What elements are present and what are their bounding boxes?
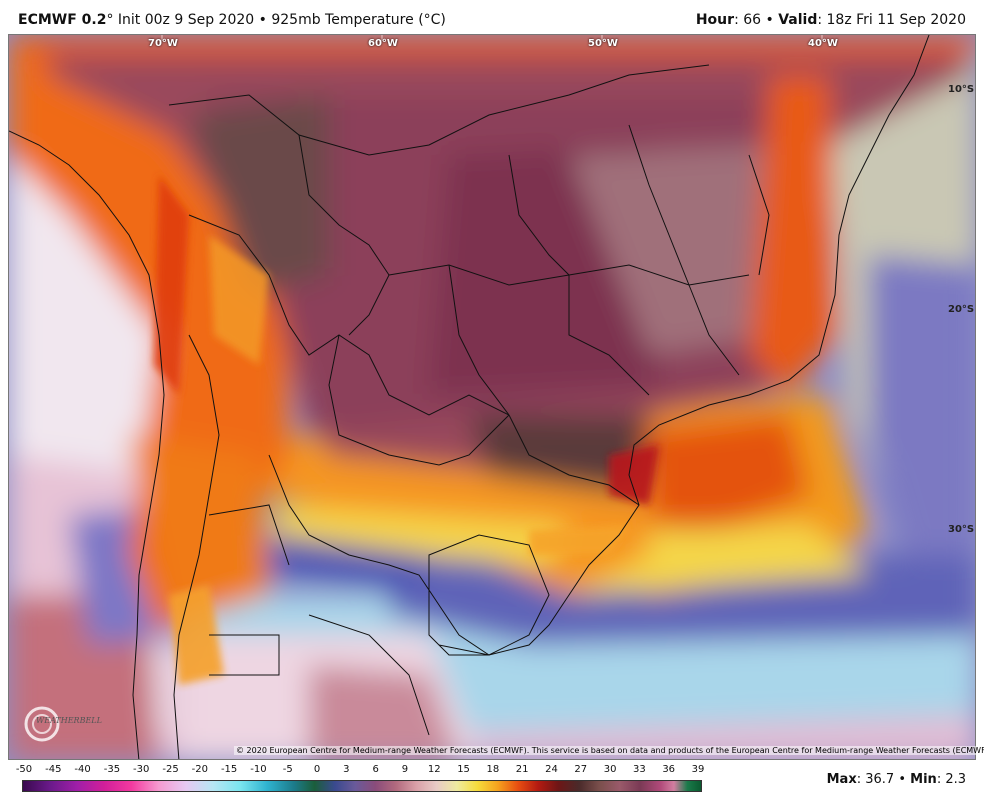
min-label: Min xyxy=(910,772,937,787)
map-title: ECMWF 0.2° Init 00z 9 Sep 2020 • 925mb T… xyxy=(18,12,446,28)
temperature-detail xyxy=(154,175,659,685)
lon-label-60w: 60°W xyxy=(368,38,398,49)
temperature-field xyxy=(9,35,975,759)
weatherbell-logo-icon xyxy=(24,706,60,742)
scale-tick: 0 xyxy=(313,764,321,775)
scale-tick: -15 xyxy=(220,764,238,775)
scale-tick: 18 xyxy=(486,764,500,775)
atlantic-coastline xyxy=(438,35,930,656)
init-time: Init 00z 9 Sep 2020 xyxy=(117,12,255,28)
argentina-interior-border xyxy=(268,454,490,656)
color-scale: -50 -45 -40 -35 -30 -25 -20 -15 -10 -5 0 3 6 9 12 15 18 2… xyxy=(8,764,708,804)
scale-tick: -50 xyxy=(15,764,33,775)
scale-tick: 39 xyxy=(691,764,705,775)
scale-tick: -10 xyxy=(250,764,267,775)
uruguay-border xyxy=(428,534,550,656)
valid-label: Valid xyxy=(778,12,818,28)
scale-tick: 21 xyxy=(515,764,529,775)
scale-ticks: -50 -45 -40 -35 -30 -25 -20 -15 -10 -5 0 3 6 9 12 15 18 2… xyxy=(8,764,708,778)
scale-tick: 27 xyxy=(574,764,588,775)
header: ECMWF 0.2° Init 00z 9 Sep 2020 • 925mb T… xyxy=(0,0,984,34)
brazil-state-borders-6 xyxy=(628,124,690,286)
min-value: : 2.3 xyxy=(936,772,966,787)
graticule xyxy=(161,35,823,41)
copyright-notice: © 2020 European Centre for Medium-range … xyxy=(234,746,984,755)
scale-tick: 9 xyxy=(401,764,409,775)
brazil-state-borders-3 xyxy=(568,275,650,396)
scale-tick: -5 xyxy=(282,764,293,775)
valid-time: Hour: 66 • Valid: 18z Fri 11 Sep 2020 xyxy=(696,12,966,28)
brazil-state-borders-2 xyxy=(448,264,510,416)
amazon-border xyxy=(168,64,710,156)
model-name: ECMWF 0.2 xyxy=(18,12,107,28)
max-label: Max xyxy=(826,772,857,787)
brazil-south-border xyxy=(508,414,640,506)
scale-tick: -25 xyxy=(162,764,179,775)
lat-label-10s: 10°S xyxy=(948,84,975,95)
bolivia-border-north xyxy=(298,134,390,336)
scale-tick: 36 xyxy=(662,764,676,775)
scale-tick: -20 xyxy=(191,764,208,775)
hour-value: : 66 xyxy=(734,12,762,28)
argentina-province-3 xyxy=(208,504,290,566)
scale-tick: -40 xyxy=(74,764,91,775)
lat-label-30s: 30°S xyxy=(948,524,975,535)
scale-tick: -45 xyxy=(45,764,62,775)
brazil-state-borders-4 xyxy=(688,284,740,376)
lat-label-20s: 20°S xyxy=(948,304,975,315)
colorbar xyxy=(22,780,702,792)
scale-tick: 15 xyxy=(457,764,470,775)
argentina-chile-border xyxy=(173,334,220,759)
map-canvas xyxy=(9,35,975,759)
stats-bullet: • xyxy=(898,772,907,787)
argentina-province-2 xyxy=(308,614,430,736)
valid-bullet: • xyxy=(765,12,774,28)
scale-tick: -30 xyxy=(133,764,150,775)
pacific-coastline xyxy=(9,130,165,759)
temperature-map xyxy=(8,34,976,760)
lon-label-40w: 40°W xyxy=(808,38,838,49)
field-name: 925mb Temperature (°C) xyxy=(271,12,446,28)
max-value: : 36.7 xyxy=(856,772,895,787)
paraguay-border xyxy=(328,334,510,466)
scale-tick: 3 xyxy=(343,764,350,775)
scale-tick: 24 xyxy=(545,764,558,775)
brazil-state-borders-5 xyxy=(508,154,570,276)
max-min-stats: Max: 36.7 • Min: 2.3 xyxy=(827,772,966,787)
political-borders xyxy=(9,35,930,759)
argentina-province-1 xyxy=(209,634,280,676)
scale-tick: 33 xyxy=(633,764,646,775)
scale-tick: -35 xyxy=(103,764,121,775)
hour-label: Hour xyxy=(695,12,735,28)
lon-label-70w: 70°W xyxy=(148,38,178,49)
model-degree: ° xyxy=(106,12,114,28)
brazil-state-borders-7 xyxy=(748,154,770,276)
logo-text: WEATHERBELL xyxy=(36,716,102,725)
scale-tick: 30 xyxy=(603,764,617,775)
scale-tick: 6 xyxy=(372,764,379,775)
scale-tick: 12 xyxy=(427,764,441,775)
title-bullet: • xyxy=(258,12,267,28)
lon-label-50w: 50°W xyxy=(588,38,618,49)
valid-value: : 18z Fri 11 Sep 2020 xyxy=(817,12,966,28)
